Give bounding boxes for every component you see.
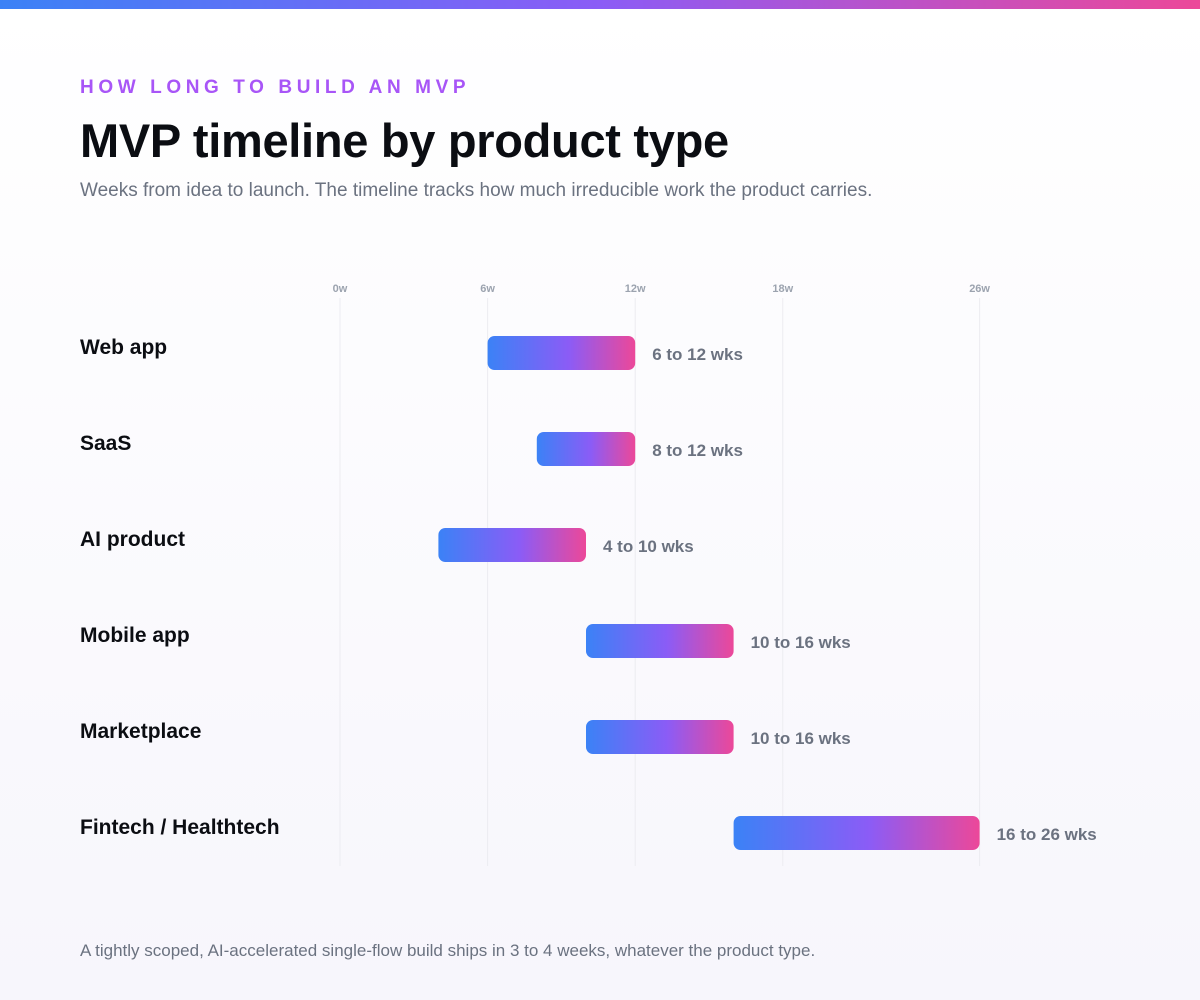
x-axis-ticks: 0w 6w 12w 18w 26w <box>333 283 991 295</box>
chart-row: SaaS 8 to 12 wks <box>80 432 743 466</box>
top-accent-bar <box>0 0 1200 9</box>
chart-row: Mobile app 10 to 16 wks <box>80 624 851 658</box>
chart-rows: Web app 6 to 12 wks SaaS 8 to 12 wks AI prod… <box>80 336 1097 850</box>
category-label: AI product <box>80 528 185 551</box>
category-label: Marketplace <box>80 720 201 743</box>
x-tick-label: 18w <box>772 283 793 295</box>
page-title: MVP timeline by product type <box>80 114 729 167</box>
x-tick-label: 26w <box>969 283 990 295</box>
range-value-label: 6 to 12 wks <box>652 345 743 364</box>
range-value-label: 10 to 16 wks <box>751 633 851 652</box>
range-bar <box>487 336 636 370</box>
x-tick-label: 0w <box>333 283 348 295</box>
eyebrow-text: HOW LONG TO BUILD AN MVP <box>80 77 471 98</box>
range-bar <box>586 624 734 658</box>
chart-row: Fintech / Healthtech 16 to 26 wks <box>80 816 1097 850</box>
category-label: Web app <box>80 336 167 359</box>
chart-row: Web app 6 to 12 wks <box>80 336 743 370</box>
page-subtitle: Weeks from idea to launch. The timeline … <box>80 180 873 201</box>
range-value-label: 16 to 26 wks <box>997 825 1097 844</box>
range-bar <box>438 528 586 562</box>
range-bar <box>536 432 636 466</box>
category-label: SaaS <box>80 432 131 455</box>
footnote: A tightly scoped, AI-accelerated single-… <box>80 941 816 960</box>
chart-row: AI product 4 to 10 wks <box>80 528 694 562</box>
x-tick-label: 12w <box>625 283 646 295</box>
range-value-label: 8 to 12 wks <box>652 441 743 460</box>
range-bar <box>586 720 734 754</box>
category-label: Mobile app <box>80 624 190 647</box>
category-label: Fintech / Healthtech <box>80 816 280 839</box>
x-tick-label: 6w <box>480 283 495 295</box>
chart-row: Marketplace 10 to 16 wks <box>80 720 851 754</box>
range-bar <box>733 816 980 850</box>
range-value-label: 10 to 16 wks <box>751 729 851 748</box>
range-value-label: 4 to 10 wks <box>603 537 694 556</box>
gridlines <box>339 298 981 866</box>
